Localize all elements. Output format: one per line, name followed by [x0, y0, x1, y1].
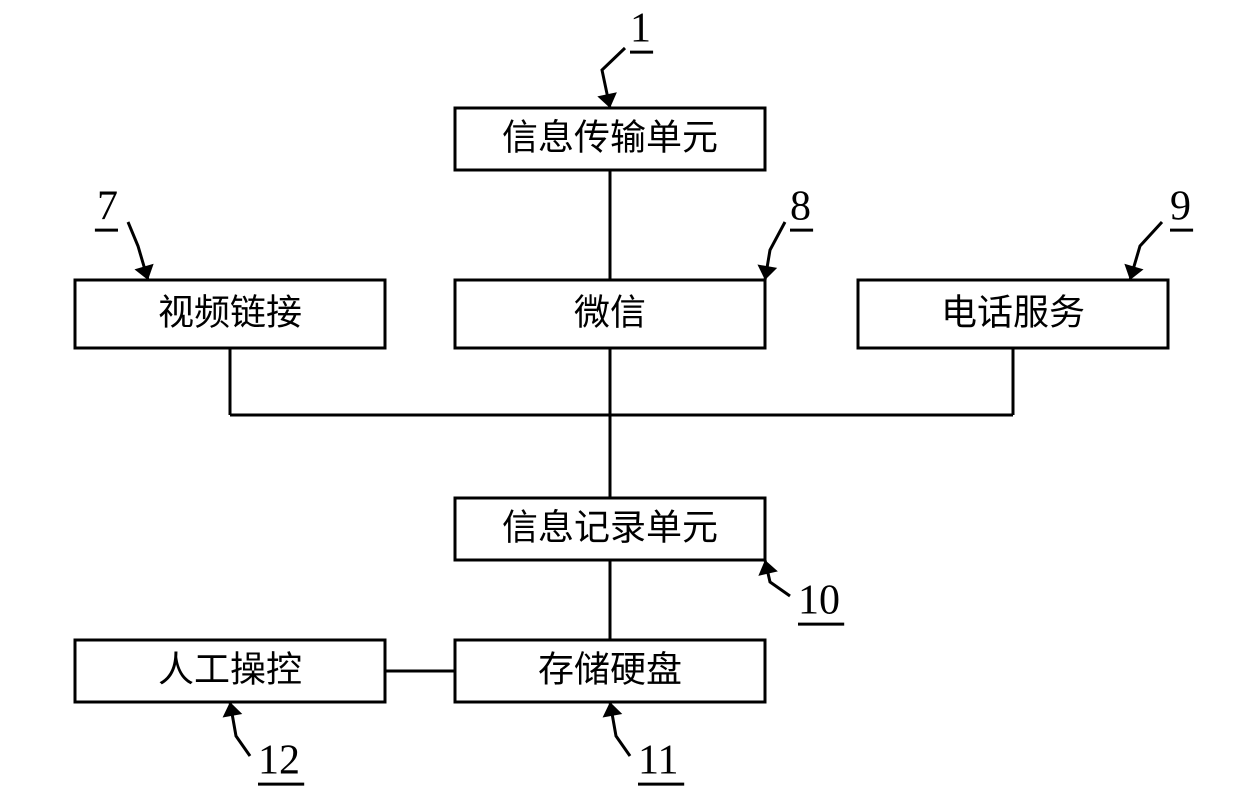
callout-number-c11: 11 — [638, 738, 678, 784]
node-n1: 信息传输单元 — [455, 108, 765, 170]
callout-number-c1: 1 — [630, 6, 651, 52]
node-n9: 电话服务 — [858, 280, 1168, 348]
node-label-n9: 电话服务 — [941, 292, 1085, 332]
callout-number-c7: 7 — [97, 184, 118, 230]
callout-number-c8: 8 — [790, 184, 811, 230]
node-n12: 人工操控 — [75, 640, 385, 702]
node-n10: 信息记录单元 — [455, 498, 765, 560]
node-n11: 存储硬盘 — [455, 640, 765, 702]
node-label-n8: 微信 — [574, 292, 646, 332]
callout-number-c10: 10 — [798, 578, 840, 624]
node-n7: 视频链接 — [75, 280, 385, 348]
diagram-canvas: 信息传输单元视频链接 微信 电话服务信息记录单元存储硬盘 人工操控 1 7 8 9 10 11 12 — [0, 0, 1240, 802]
node-label-n10: 信息记录单元 — [502, 507, 718, 547]
callout-number-c9: 9 — [1170, 184, 1191, 230]
node-label-n7: 视频链接 — [158, 292, 302, 332]
node-n8: 微信 — [455, 280, 765, 348]
node-label-n1: 信息传输单元 — [502, 117, 718, 157]
callout-number-c12: 12 — [258, 738, 300, 784]
node-label-n11: 存储硬盘 — [538, 649, 682, 689]
node-label-n12: 人工操控 — [158, 649, 302, 689]
